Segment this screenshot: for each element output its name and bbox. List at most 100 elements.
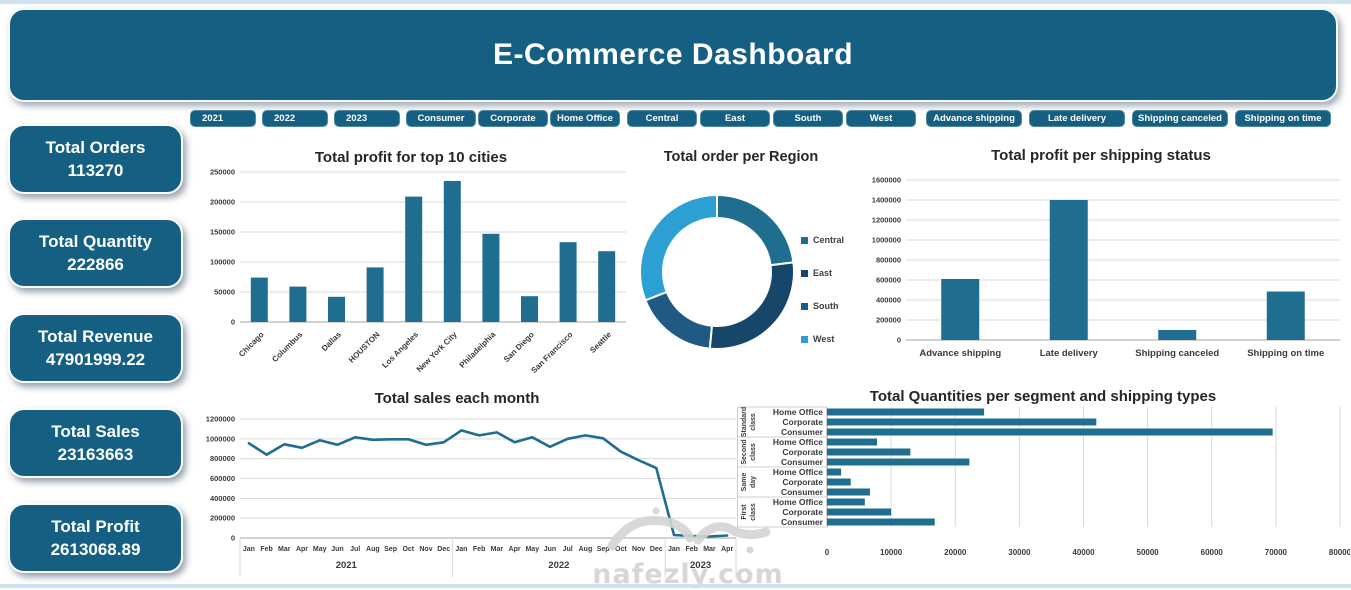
month-label: May [525,546,539,553]
filter-advance-shipping[interactable]: Advance shipping [926,110,1022,127]
bar-late-delivery [1049,200,1088,340]
y-tick-label: 1200000 [872,216,901,225]
x-category-label: Columbus [270,330,304,364]
filter-corporate[interactable]: Corporate [478,110,548,127]
y-tick-label: 200000 [876,316,901,325]
kpi-card-total-revenue: Total Revenue 47901999.22 [8,313,183,383]
filter-west[interactable]: West [846,110,916,127]
month-label: Jan [243,546,255,553]
row-label: Corporate [782,447,823,457]
kpi-label: Total Orders [45,137,146,157]
chart-title: Total sales each month [375,390,540,407]
chart-svg-segment-shipping-qty: Total Quantities per segment and shippin… [737,388,1350,557]
bar-standard-class-home-office [827,408,985,416]
group-label: Second [741,439,748,464]
filter-2021[interactable]: 2021 [190,110,256,127]
kpi-value: 2613068.89 [50,540,141,559]
kpi-label: Total Revenue [38,326,153,346]
filter-east[interactable]: East [700,110,770,127]
bar-san-francisco [559,242,577,322]
row-label: Consumer [781,457,824,467]
dashboard-header: E-Commerce Dashboard [8,8,1338,102]
x-category-label: Shipping canceled [1135,348,1219,359]
legend-marker-west [801,336,808,343]
page-title: E-Commerce Dashboard [492,38,854,71]
chart-city-profit: Total profit for top 10 cities 0 50000 1000… [196,140,634,385]
chart-monthly-sales: Total sales each month 0 200000 400000 60000… [196,387,744,587]
year-label: 2021 [336,560,358,571]
bar-seattle [598,251,616,322]
y-tick-label: 0 [231,534,235,543]
month-label: Mar [278,546,291,553]
chart-region-orders: Total order per Region Central East South We… [615,140,870,375]
y-tick-label: 200000 [210,198,235,207]
bar-first-class-consumer [827,518,935,526]
x-category-label: Late delivery [1040,348,1099,359]
kpi-label: Total Sales [51,421,140,441]
donut-slice-central [716,193,795,267]
x-tick-label: 20000 [944,548,967,557]
filter-2023[interactable]: 2023 [334,110,400,127]
legend-label: South [813,301,839,311]
bar-same-day-consumer [827,488,870,496]
kpi-card-total-orders: Total Orders 113270 [8,124,183,194]
filter-2022[interactable]: 2022 [262,110,328,127]
bar-advance-shipping [941,279,980,340]
filter-shipping-on-time[interactable]: Shipping on time [1235,110,1331,127]
month-label: Oct [615,546,627,553]
kpi-value: 23163663 [57,445,134,464]
kpi-label: Total Profit [51,516,140,536]
filter-central[interactable]: Central [627,110,697,127]
y-tick-label: 400000 [210,494,235,503]
bar-second-class-consumer [827,458,970,466]
y-tick-label: 250000 [210,168,235,177]
legend-marker-east [801,270,808,277]
filter-south[interactable]: South [773,110,843,127]
row-label: Corporate [782,507,823,517]
chart-svg-region-orders: Total order per Region Central East South We… [639,149,844,350]
x-category-label: Philadelphia [458,330,498,370]
filter-home-office[interactable]: Home Office [550,110,620,127]
row-label: Home Office [773,497,823,507]
donut-slice-east [708,261,795,350]
group-label: Standard [741,407,748,437]
chart-title: Total order per Region [664,149,818,165]
x-tick-label: 80000 [1329,548,1350,557]
filter-shipping-canceled[interactable]: Shipping canceled [1132,110,1228,127]
month-label: Sep [384,546,397,553]
kpi-label: Total Quantity [38,231,152,251]
x-category-label: Shipping on time [1247,348,1324,359]
bar-dallas [328,296,345,322]
x-tick-label: 50000 [1137,548,1160,557]
month-label: Mar [703,546,716,553]
legend-label: East [813,268,832,278]
filter-late-delivery[interactable]: Late delivery [1029,110,1125,127]
y-tick-label: 0 [231,318,235,327]
x-tick-label: 30000 [1008,548,1031,557]
bar-second-class-corporate [827,448,911,456]
month-label: Sep [597,546,610,553]
y-tick-label: 1000000 [206,434,235,443]
bar-houston [366,267,384,322]
bar-second-class-home-office [827,438,878,446]
group-label: First [741,504,748,520]
month-label: Apr [296,546,308,553]
month-label: Dec [650,546,663,553]
month-label: Feb [685,546,697,553]
y-tick-label: 1200000 [206,415,235,424]
bar-same-day-corporate [827,478,851,486]
kpi-card-total-quantity: Total Quantity 222866 [8,218,183,288]
chart-shipping-profit: Total profit per shipping status 0 200000 4… [862,140,1350,382]
chart-segment-shipping-qty: Total Quantities per segment and shippin… [737,387,1350,585]
y-tick-label: 600000 [876,276,901,285]
x-tick-label: 60000 [1201,548,1224,557]
filter-consumer[interactable]: Consumer [406,110,476,127]
month-label: Jun [544,546,556,553]
y-tick-label: 100000 [210,258,235,267]
row-label: Consumer [781,517,824,527]
group-label: Same [741,473,748,492]
kpi-value: 113270 [67,161,124,180]
row-label: Corporate [782,417,823,427]
group-label: class [750,443,757,461]
year-label: 2022 [548,560,569,571]
